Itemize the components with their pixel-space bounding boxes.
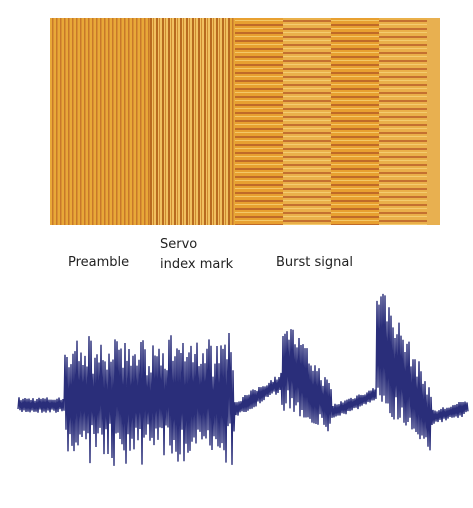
figure: Preamble Servo index mark Burst signal <box>0 0 473 508</box>
page: Preamble Servo index mark Burst signal (… <box>0 0 473 508</box>
burst-block <box>235 18 283 225</box>
burst-block <box>331 18 379 225</box>
label-preamble: Preamble <box>68 255 129 270</box>
label-burst: Burst signal <box>276 255 353 270</box>
servo-region <box>150 18 230 225</box>
burst-block <box>379 18 427 225</box>
magnetic-pattern <box>50 18 440 225</box>
edge-region <box>427 18 440 225</box>
label-servo: index mark <box>160 257 234 272</box>
burst-block <box>283 18 331 225</box>
signal-waveform <box>18 294 468 466</box>
label-servo: Servo <box>160 237 197 252</box>
